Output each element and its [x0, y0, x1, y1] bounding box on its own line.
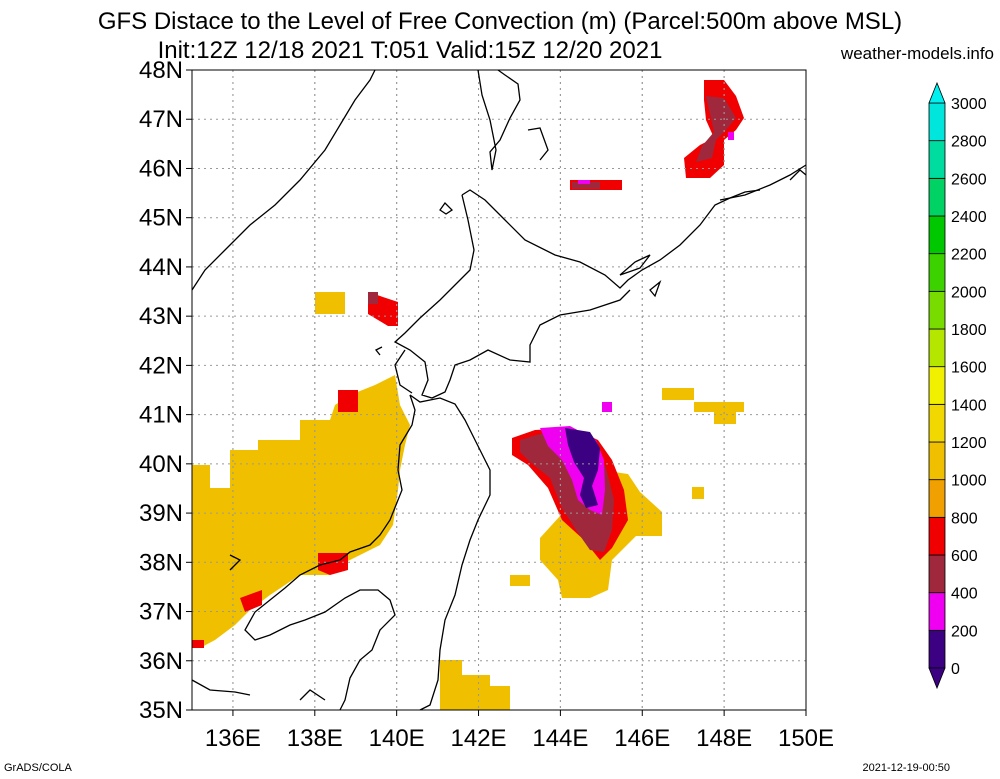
colorbar-label: 600	[951, 548, 978, 565]
field-west-red1	[338, 390, 358, 412]
colorbar-label: 400	[951, 586, 978, 603]
lat-tick-label: 37N	[139, 599, 183, 626]
colorbar-segment	[928, 215, 946, 255]
timestamp-label: 2021-12-19-00:50	[862, 762, 950, 774]
colorbar-label: 2000	[951, 284, 987, 301]
colorbar-segment	[928, 516, 946, 556]
field-east-s3	[694, 402, 744, 424]
field-ne-strip3	[578, 180, 590, 184]
colorbar: 0 200 400 600 800 1000 1200 1400 1600 1800 2000 220…	[928, 81, 987, 690]
field-ne-magenta	[728, 132, 734, 140]
colorbar-label: 2200	[951, 247, 987, 264]
field-east-s1	[510, 575, 530, 586]
lon-tick-label: 140E	[369, 725, 425, 752]
colorbar-segment	[928, 253, 946, 292]
lat-tick-label: 38N	[139, 549, 183, 576]
lon-tick-label: 150E	[778, 725, 834, 752]
field-west-blob	[192, 375, 410, 648]
colorbar-segment	[928, 479, 946, 518]
chart-title: GFS Distace to the Level of Free Convect…	[97, 8, 903, 35]
field-west-red3	[240, 590, 262, 612]
colorbar-label: 2800	[951, 134, 987, 151]
colorbar-max-arrow	[928, 81, 946, 104]
field-south	[440, 660, 510, 710]
lat-tick-label: 40N	[139, 451, 183, 478]
field-n2b	[368, 292, 378, 304]
colorbar-label: 1400	[951, 397, 987, 414]
field-east-s4	[692, 487, 704, 499]
colorbar-segment	[928, 102, 946, 142]
lon-tick-label: 138E	[287, 725, 343, 752]
colorbar-segment	[928, 403, 946, 443]
graticule	[192, 70, 806, 710]
colorbar-label: 1000	[951, 473, 987, 490]
lat-tick-label: 36N	[139, 648, 183, 675]
colorbar-segment	[928, 592, 946, 631]
lon-tick-label: 144E	[532, 725, 588, 752]
lat-tick-label: 46N	[139, 155, 183, 182]
field-east-purple	[565, 428, 600, 508]
lon-tick-label: 148E	[696, 725, 752, 752]
latitude-labels: 48N 47N 46N 45N 44N 43N 42N 41N 40N 39N 38N 37N 36N 3…	[139, 57, 183, 724]
chart-subtitle: Init:12Z 12/18 2021 T:051 Valid:15Z 12/2…	[157, 37, 663, 64]
lat-tick-label: 48N	[139, 57, 183, 84]
colorbar-segment	[928, 554, 946, 594]
colorbar-label: 0	[951, 661, 960, 678]
lat-tick-label: 39N	[139, 500, 183, 527]
axis-ticks	[186, 69, 807, 716]
lat-tick-label: 47N	[139, 106, 183, 133]
lon-tick-label: 142E	[451, 725, 507, 752]
colorbar-label: 800	[951, 510, 978, 527]
coastline	[191, 69, 807, 711]
colorbar-min-arrow	[928, 667, 946, 690]
colorbar-segment	[928, 328, 946, 368]
colorbar-label: 2400	[951, 209, 987, 226]
field-west-red4	[192, 640, 204, 648]
colorbar-label: 1600	[951, 360, 987, 377]
colorbar-label: 1800	[951, 322, 987, 339]
lat-tick-label: 42N	[139, 352, 183, 379]
lat-tick-label: 41N	[139, 402, 183, 429]
lat-tick-label: 44N	[139, 254, 183, 281]
field-west-red2	[318, 553, 348, 575]
lat-tick-label: 45N	[139, 205, 183, 232]
lon-tick-label: 136E	[205, 725, 261, 752]
field-east-s5	[602, 402, 612, 412]
colorbar-segment	[928, 177, 946, 217]
longitude-labels: 136E 138E 140E 142E 144E 146E 148E 150E	[205, 725, 834, 752]
colorbar-label: 1200	[951, 435, 987, 452]
field-east-s2	[662, 388, 694, 400]
field-n1	[315, 292, 345, 314]
colorbar-label: 3000	[951, 96, 987, 113]
colorbar-segment	[928, 366, 946, 405]
colorbar-label: 200	[951, 623, 978, 640]
lat-tick-label: 43N	[139, 303, 183, 330]
software-label: GrADS/COLA	[4, 762, 72, 774]
field-ne-brown	[696, 96, 736, 162]
colorbar-segment	[928, 140, 946, 179]
lon-tick-label: 146E	[614, 725, 670, 752]
lat-tick-label: 35N	[139, 697, 183, 724]
site-label: weather-models.info	[840, 44, 994, 63]
colorbar-segment	[928, 441, 946, 481]
map-frame	[191, 69, 807, 711]
lfc-field	[192, 80, 744, 710]
colorbar-segment	[928, 290, 946, 330]
colorbar-segment	[928, 629, 946, 669]
colorbar-label: 2600	[951, 171, 987, 188]
